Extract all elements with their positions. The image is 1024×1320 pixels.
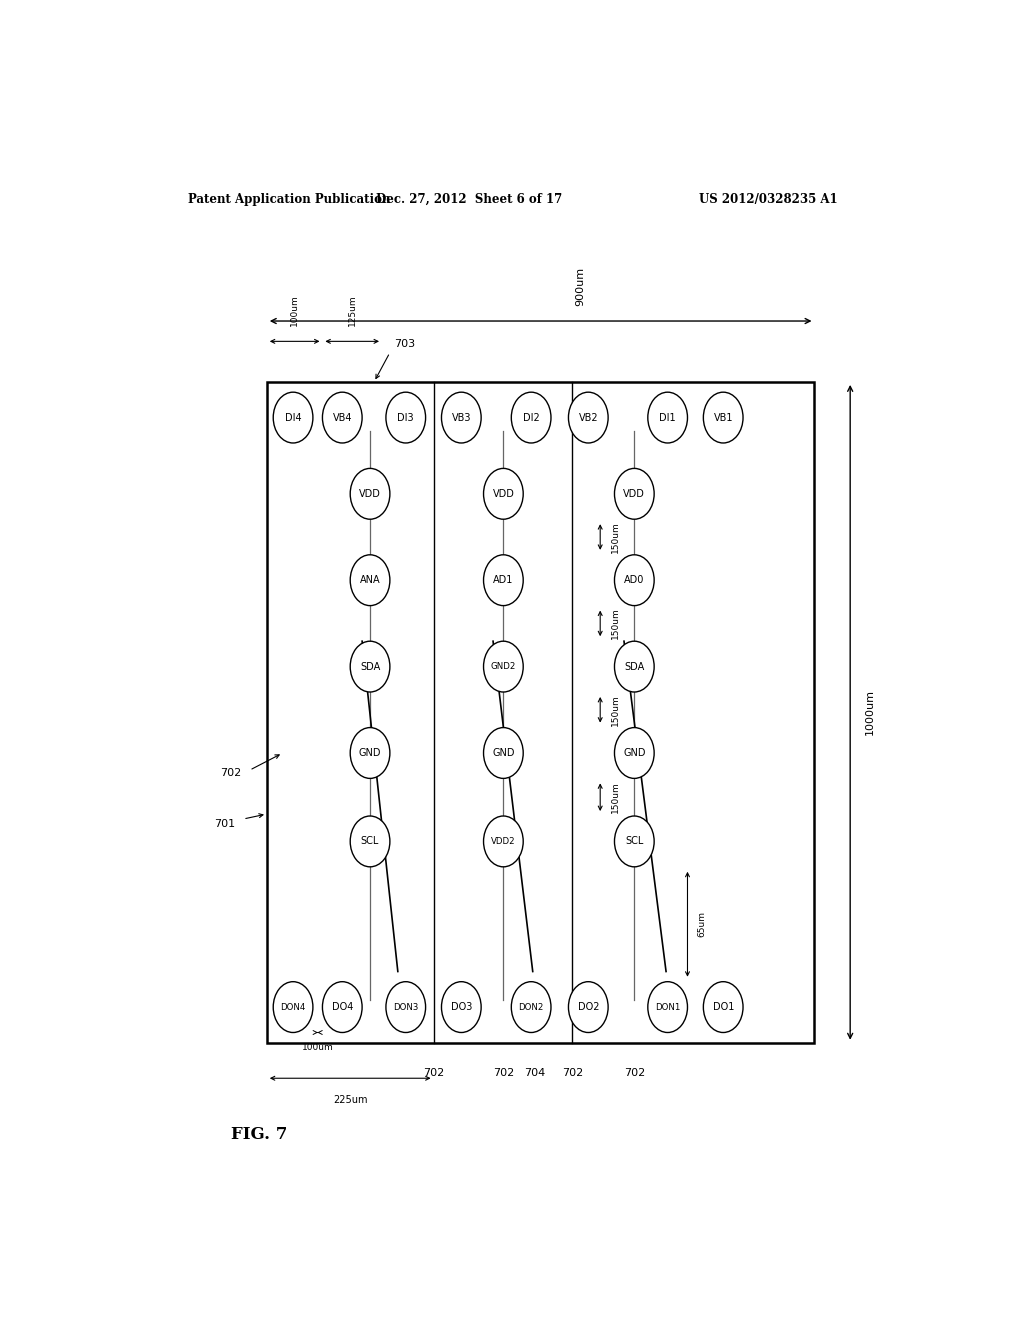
Text: DI2: DI2	[523, 413, 540, 422]
Text: VB4: VB4	[333, 413, 352, 422]
Text: DON1: DON1	[655, 1003, 680, 1011]
Text: 125um: 125um	[348, 294, 356, 326]
Circle shape	[441, 392, 481, 444]
Circle shape	[273, 392, 313, 444]
Text: 900um: 900um	[575, 267, 586, 306]
Text: 1000um: 1000um	[864, 689, 874, 735]
Text: DON4: DON4	[281, 1003, 306, 1011]
Circle shape	[386, 982, 426, 1032]
Circle shape	[350, 469, 390, 519]
Circle shape	[614, 816, 654, 867]
Circle shape	[483, 554, 523, 606]
Text: 150um: 150um	[610, 694, 620, 726]
Text: 150um: 150um	[610, 521, 620, 553]
Text: SCL: SCL	[625, 837, 643, 846]
Circle shape	[483, 469, 523, 519]
Circle shape	[483, 816, 523, 867]
Circle shape	[483, 642, 523, 692]
Text: Patent Application Publication: Patent Application Publication	[187, 193, 390, 206]
Circle shape	[648, 392, 687, 444]
Circle shape	[568, 982, 608, 1032]
Circle shape	[350, 727, 390, 779]
Text: DI1: DI1	[659, 413, 676, 422]
Circle shape	[350, 642, 390, 692]
Text: 703: 703	[394, 339, 415, 350]
Text: 702: 702	[423, 1068, 444, 1078]
Text: 150um: 150um	[610, 781, 620, 813]
Text: DO1: DO1	[713, 1002, 734, 1012]
Text: VB3: VB3	[452, 413, 471, 422]
Circle shape	[273, 982, 313, 1032]
Text: 225um: 225um	[333, 1094, 368, 1105]
Text: DI4: DI4	[285, 413, 301, 422]
Text: DO3: DO3	[451, 1002, 472, 1012]
Text: GND2: GND2	[490, 663, 516, 671]
Text: VDD: VDD	[359, 488, 381, 499]
Text: GND: GND	[623, 748, 645, 758]
Circle shape	[568, 392, 608, 444]
Text: 702: 702	[220, 768, 242, 779]
Circle shape	[614, 642, 654, 692]
Text: DO4: DO4	[332, 1002, 353, 1012]
Text: 65um: 65um	[697, 911, 707, 937]
Text: VDD: VDD	[493, 488, 514, 499]
Text: 701: 701	[214, 820, 236, 829]
Text: DON3: DON3	[393, 1003, 419, 1011]
Circle shape	[323, 392, 362, 444]
Text: SDA: SDA	[625, 661, 644, 672]
Circle shape	[703, 982, 743, 1032]
Text: VB2: VB2	[579, 413, 598, 422]
Text: AD1: AD1	[494, 576, 514, 585]
Text: US 2012/0328235 A1: US 2012/0328235 A1	[699, 193, 838, 206]
Text: DI3: DI3	[397, 413, 414, 422]
Text: 702: 702	[562, 1068, 583, 1078]
Circle shape	[323, 982, 362, 1032]
Text: SCL: SCL	[360, 837, 379, 846]
Circle shape	[350, 816, 390, 867]
Text: DO2: DO2	[578, 1002, 599, 1012]
Text: FIG. 7: FIG. 7	[231, 1126, 288, 1143]
Text: 100um: 100um	[302, 1043, 334, 1052]
Text: VDD: VDD	[624, 488, 645, 499]
Circle shape	[386, 392, 426, 444]
Circle shape	[511, 982, 551, 1032]
Text: SDA: SDA	[359, 661, 380, 672]
Circle shape	[614, 554, 654, 606]
Circle shape	[441, 982, 481, 1032]
Bar	[267, 381, 814, 1043]
Text: DON2: DON2	[518, 1003, 544, 1011]
Text: Dec. 27, 2012  Sheet 6 of 17: Dec. 27, 2012 Sheet 6 of 17	[376, 193, 562, 206]
Circle shape	[703, 392, 743, 444]
Text: VB1: VB1	[714, 413, 733, 422]
Circle shape	[483, 727, 523, 779]
Text: GND: GND	[358, 748, 381, 758]
Circle shape	[511, 392, 551, 444]
Text: 100um: 100um	[290, 294, 299, 326]
Text: 150um: 150um	[610, 607, 620, 639]
Text: GND: GND	[493, 748, 515, 758]
Circle shape	[614, 469, 654, 519]
Circle shape	[614, 727, 654, 779]
Text: ANA: ANA	[359, 576, 380, 585]
Text: VDD2: VDD2	[492, 837, 516, 846]
Circle shape	[350, 554, 390, 606]
Circle shape	[648, 982, 687, 1032]
Text: AD0: AD0	[625, 576, 644, 585]
Text: 702: 702	[493, 1068, 514, 1078]
Text: 704: 704	[524, 1068, 546, 1078]
Text: 702: 702	[624, 1068, 645, 1078]
